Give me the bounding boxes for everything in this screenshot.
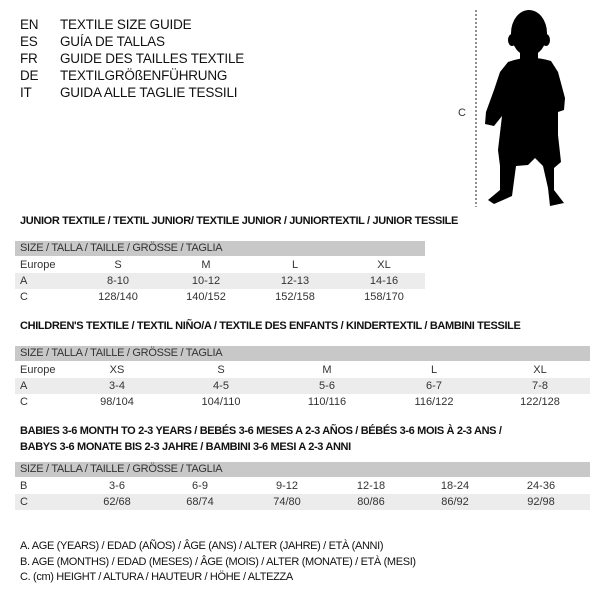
legend-note-a: A. AGE (YEARS) / EDAD (AÑOS) / ÂGE (ANS)… [20, 540, 384, 552]
table-row: C 98/104 104/110 110/116 116/122 122/128 [15, 394, 590, 410]
table-cell: 6-9 [192, 480, 208, 492]
junior-table-title: JUNIOR TEXTILE / TEXTIL JUNIOR/ TEXTILE … [20, 215, 459, 227]
table-cell: S [114, 259, 122, 271]
table-cell: 152/158 [275, 291, 315, 303]
row-label: A [20, 380, 28, 392]
table-cell: XL [533, 364, 547, 376]
table-cell: 9-12 [275, 480, 299, 492]
table-cell: 104/110 [201, 396, 241, 408]
legend-note-c: C. (cm) HEIGHT / ALTURA / HAUTEUR / HÖHE… [20, 571, 293, 583]
table-cell: 7-8 [532, 380, 548, 392]
table-cell: L [430, 364, 438, 376]
table-cell: M [201, 259, 211, 271]
table-cell: S [217, 364, 225, 376]
table-cell: 6-7 [426, 380, 442, 392]
table-cell: M [322, 364, 332, 376]
table-cell: 68/74 [186, 496, 214, 508]
table-cell: 80/86 [357, 496, 385, 508]
height-measure-label: C [458, 107, 466, 119]
table-cell: 140/152 [186, 291, 226, 303]
table-row: Europe S M L XL [15, 257, 425, 273]
table-cell: 24-36 [526, 480, 556, 492]
table-row: C 128/140 140/152 152/158 158/170 [15, 289, 425, 305]
table-cell: L [291, 259, 299, 271]
table-cell: 86/92 [441, 496, 469, 508]
table-cell: 158/170 [364, 291, 404, 303]
table-cell: 92/98 [527, 496, 555, 508]
table-row: Europe XS S M L XL [15, 362, 590, 378]
child-silhouette-icon [485, 10, 565, 206]
table-cell: 110/116 [307, 396, 347, 408]
table-cell: XL [377, 259, 391, 271]
table-header: SIZE / TALLA / TAILLE / GRÖSSE / TAGLIA [15, 462, 590, 477]
table-cell: 10-12 [191, 275, 221, 287]
row-label: C [20, 396, 28, 408]
row-label: A [20, 275, 28, 287]
child-silhouette-figure [475, 10, 565, 207]
table-row: A 8-10 10-12 12-13 14-16 [15, 273, 425, 289]
table-header: SIZE / TALLA / TAILLE / GRÖSSE / TAGLIA [15, 241, 425, 256]
row-label: C [20, 496, 28, 508]
table-cell: 4-5 [213, 380, 229, 392]
legend-note-b: B. AGE (MONTHS) / EDAD (MESES) / ÂGE (MO… [20, 556, 416, 568]
row-label: C [20, 291, 28, 303]
babies-table-title-line2: BABYS 3-6 MONATE BIS 2-3 JAHRE / BAMBINI… [20, 441, 351, 453]
table-cell: 98/104 [100, 396, 134, 408]
table-cell: 62/68 [103, 496, 131, 508]
row-label: B [20, 480, 28, 492]
table-row: B 3-6 6-9 9-12 12-18 18-24 24-36 [15, 478, 590, 494]
table-cell: 14-16 [369, 275, 399, 287]
babies-table-title: BABIES 3-6 MONTH TO 2-3 YEARS / BEBÉS 3-… [20, 425, 502, 437]
row-label: Europe [20, 259, 56, 271]
table-cell: 116/122 [414, 396, 454, 408]
table-cell: 8-10 [106, 275, 130, 287]
table-row: C 62/68 68/74 74/80 80/86 86/92 92/98 [15, 494, 590, 510]
table-cell: 74/80 [273, 496, 301, 508]
table-row: A 3-4 4-5 5-6 6-7 7-8 [15, 378, 590, 394]
table-cell: 12-13 [280, 275, 310, 287]
table-cell: 12-18 [356, 480, 386, 492]
row-label: Europe [20, 364, 56, 376]
children-table-title: CHILDREN'S TEXTILE / TEXTIL NIÑO/A / TEX… [20, 320, 521, 332]
table-cell: 3-4 [109, 380, 125, 392]
table-cell: 5-6 [319, 380, 335, 392]
table-cell: 3-6 [109, 480, 125, 492]
table-cell: XS [109, 364, 125, 376]
table-cell: 18-24 [440, 480, 470, 492]
table-cell: 128/140 [98, 291, 138, 303]
table-cell: 122/128 [520, 396, 560, 408]
table-header: SIZE / TALLA / TAILLE / GRÖSSE / TAGLIA [15, 346, 590, 361]
